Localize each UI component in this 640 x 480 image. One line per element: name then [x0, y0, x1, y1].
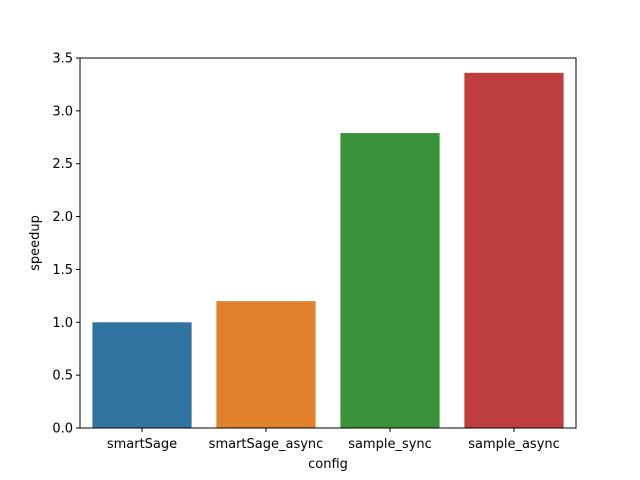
bar-sample_async — [464, 72, 564, 429]
bars-group — [92, 72, 564, 429]
bar-sample_sync — [340, 133, 440, 429]
y-axis-ticks: 0.0 0.5 1.0 1.5 2.0 2.5 3.0 3.5 — [52, 52, 80, 437]
plot-frame — [79, 57, 577, 429]
y-tick-label: 3.0 — [52, 104, 73, 119]
y-tick-label: 2.5 — [52, 157, 73, 172]
x-tick-label: smartSage — [107, 437, 177, 452]
x-axis-label: config — [308, 457, 348, 472]
y-tick-label: 1.0 — [52, 316, 73, 331]
x-tick-label: sample_async — [468, 437, 560, 452]
x-axis-ticks: smartSage smartSage_async sample_sync sampl… — [107, 428, 560, 452]
y-tick-label: 1.5 — [52, 263, 73, 278]
bar-smartSage_async — [216, 301, 316, 428]
y-axis-label: speedup — [28, 215, 43, 271]
y-tick-label: 3.5 — [52, 52, 73, 67]
y-tick-label: 0.5 — [52, 369, 73, 384]
y-tick-label: 2.0 — [52, 210, 73, 225]
x-tick-label: sample_sync — [348, 437, 432, 452]
y-tick-label: 0.0 — [52, 422, 73, 437]
bar-smartSage — [92, 322, 192, 428]
x-tick-label: smartSage_async — [209, 437, 324, 452]
